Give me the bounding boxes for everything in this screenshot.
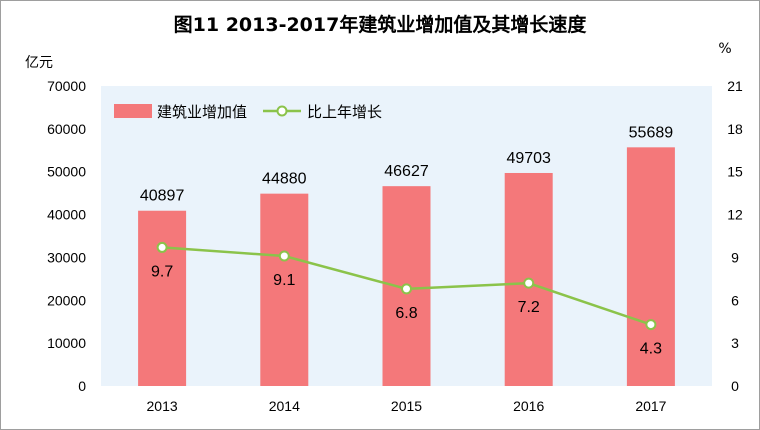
left-tick-label: 50000 [47,164,86,180]
chart-title: 图11 2013-2017年建筑业增加值及其增长速度 [174,13,588,36]
x-tick-label: 2014 [269,398,300,414]
line-series: 9.7 9.1 6.8 7.2 4.3 [151,241,662,358]
bar [626,147,675,386]
right-tick-label: 6 [731,292,739,308]
line-point [645,319,657,331]
bar [260,193,309,386]
line-value-label: 9.7 [151,263,173,280]
line-value-label: 6.8 [395,305,417,322]
bar-value-label: 49703 [506,150,551,167]
x-tick-label: 2016 [513,398,544,414]
bar [138,210,187,386]
legend-bar-swatch [114,104,152,118]
bar-value-label: 46627 [384,163,429,180]
right-axis-unit: % [718,41,731,57]
left-tick-label: 60000 [47,121,86,137]
right-tick-label: 15 [727,164,743,180]
line-point [278,250,290,262]
left-axis-ticks: 0 10000 20000 30000 40000 50000 60000 70000 [47,78,86,394]
line-point [156,241,168,253]
left-tick-label: 20000 [47,292,86,308]
line-value-label: 7.2 [518,299,540,316]
bar-value-label: 55689 [629,124,674,141]
right-tick-label: 18 [727,121,743,137]
right-tick-label: 21 [727,78,743,94]
left-axis-unit: 亿元 [25,55,53,71]
legend: 建筑业增加值 比上年增长 [114,103,382,121]
bar-value-labels: 40897 44880 46627 49703 55689 [140,124,673,204]
legend-line-marker [276,105,288,117]
left-tick-label: 70000 [47,78,86,94]
x-tick-label: 2013 [147,398,178,414]
line-value-label: 4.3 [640,341,662,358]
right-tick-label: 9 [731,249,739,265]
x-axis-ticks: 2013 2014 2015 2016 2017 [147,398,667,414]
left-tick-label: 10000 [47,335,86,351]
left-tick-label: 40000 [47,207,86,223]
legend-line-label: 比上年增长 [307,103,382,121]
left-tick-label: 30000 [47,249,86,265]
legend-bar-label: 建筑业增加值 [157,103,247,121]
x-tick-label: 2015 [391,398,422,414]
line-value-label: 9.1 [273,272,295,289]
x-tick-label: 2017 [635,398,666,414]
right-tick-label: 3 [731,335,739,351]
bar-value-label: 44880 [262,171,307,188]
right-tick-label: 0 [731,378,739,394]
line-point [401,283,412,295]
left-tick-label: 0 [78,378,86,394]
right-axis-ticks: 0 3 6 9 12 15 18 21 [727,78,743,394]
bar-value-label: 40897 [140,188,185,205]
line-point [523,277,535,289]
right-tick-label: 12 [727,207,743,223]
